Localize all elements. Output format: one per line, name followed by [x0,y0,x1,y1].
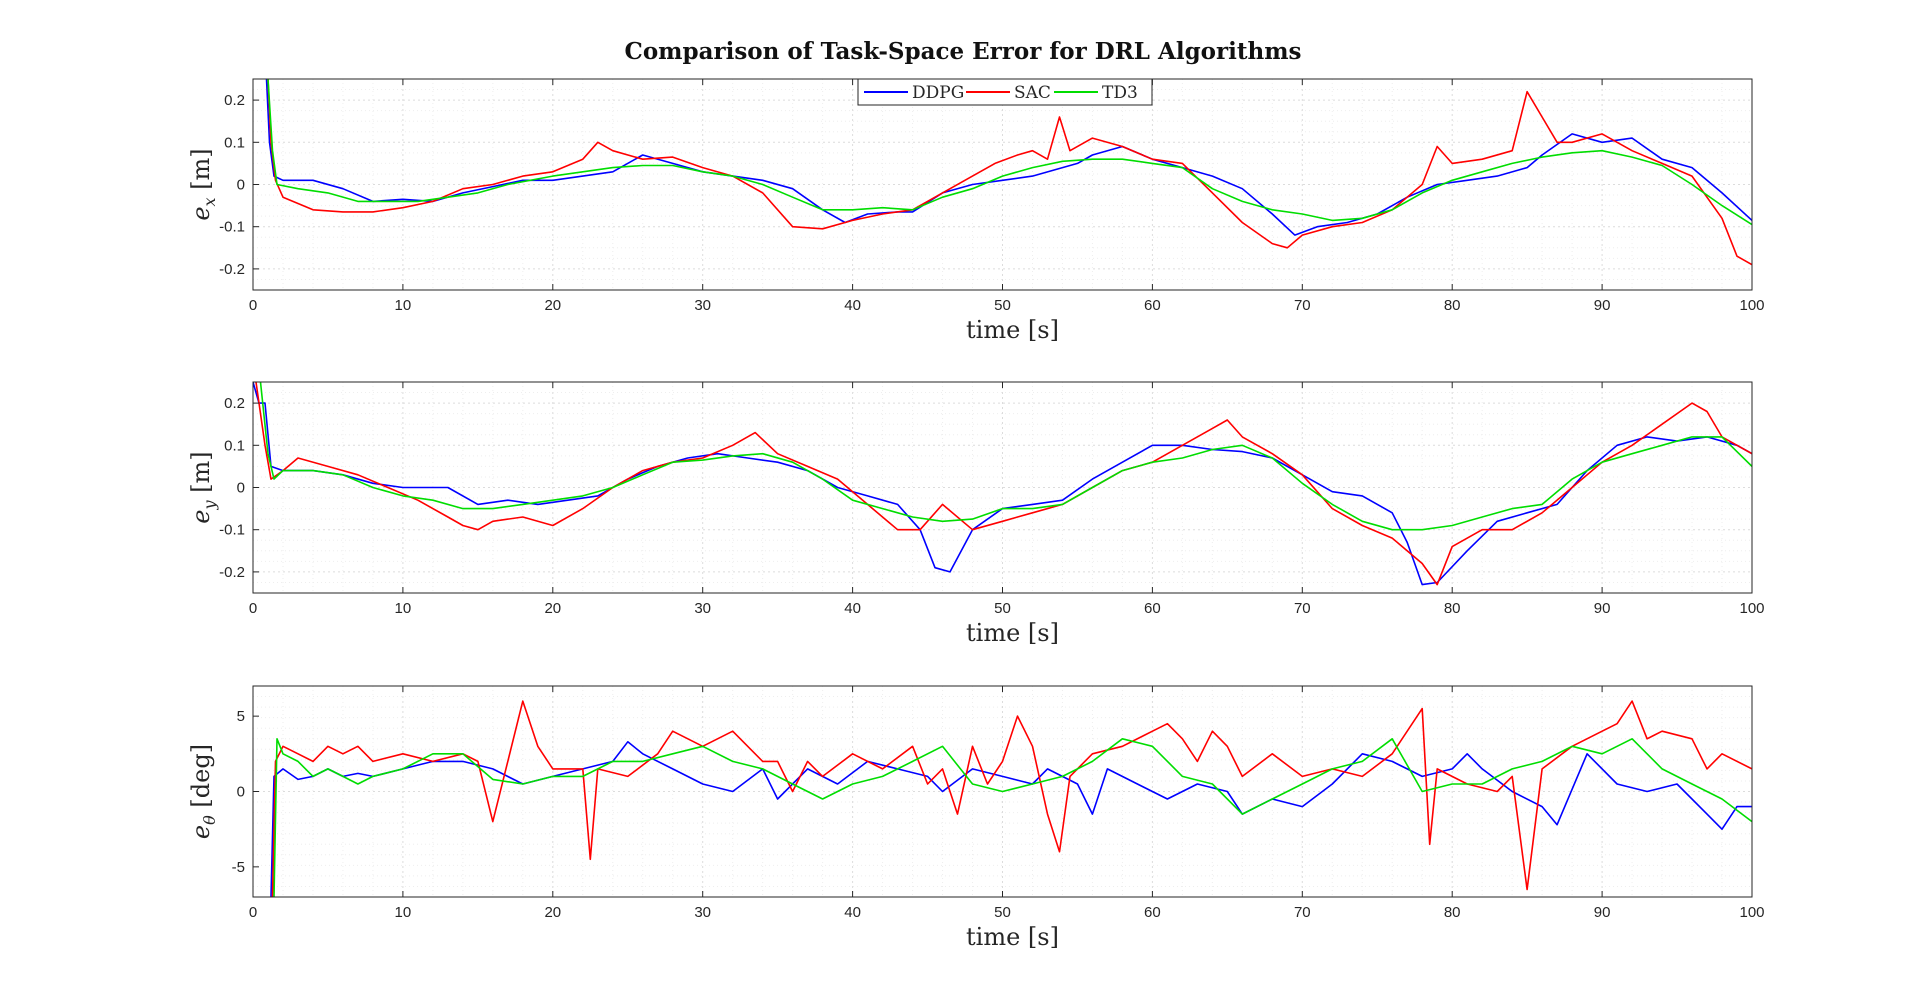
x-tick-label: 50 [994,297,1011,314]
series-line-ddpg [253,382,1752,586]
series-line-sac [267,79,1752,266]
y-axis-label: ex [m] [187,148,219,220]
y-tick-label: 0.1 [224,134,245,151]
legend-label-sac: SAC [1014,83,1051,103]
x-tick-label: 10 [395,904,412,921]
y-tick-label: 5 [237,708,245,725]
x-tick-label: 40 [844,297,861,314]
x-tick-label: 90 [1594,600,1611,617]
y-axis-label-subscript: y [200,499,219,510]
y-axis-label-base: e [187,206,215,220]
legend-label-ddpg: DDPG [912,83,964,103]
y-tick-label: -5 [232,859,245,876]
y-tick-label: 0 [237,784,245,801]
series-line-td3 [267,79,1752,226]
series-line-sac [255,382,1752,586]
x-tick-label: 70 [1294,600,1311,617]
x-tick-label: 100 [1739,297,1764,314]
y-axis-label-unit: [m] [187,451,215,500]
x-tick-label: 70 [1294,297,1311,314]
panel-3: 0 10 20 30 40 50 60 70 80 90 100 -5 0 5 time [s] eθ [de… [187,685,1765,951]
x-tick-label: 20 [544,297,561,314]
x-tick-label: 100 [1739,600,1764,617]
x-tick-label: 70 [1294,904,1311,921]
x-axis-label: time [s] [966,619,1059,647]
x-tick-label: 80 [1444,297,1461,314]
x-tick-label: 50 [994,904,1011,921]
x-tick-label: 90 [1594,904,1611,921]
x-tick-label: 20 [544,600,561,617]
x-axis-label: time [s] [966,923,1059,951]
x-tick-label: 100 [1739,904,1764,921]
y-tick-label: 0.2 [224,92,245,109]
x-tick-label: 20 [544,904,561,921]
y-tick-label: -0.2 [219,261,245,278]
x-tick-label: 0 [249,904,257,921]
x-tick-label: 10 [395,600,412,617]
x-axis-label: time [s] [966,316,1059,344]
series-group [265,79,1752,266]
y-axis-label-base: e [187,509,215,523]
y-axis-label-unit: [deg] [187,744,215,815]
x-tick-label: 0 [249,297,257,314]
series-line-td3 [273,738,1752,897]
chart-title: Comparison of Task-Space Error for DRL A… [625,38,1302,65]
x-tick-label: 80 [1444,904,1461,921]
x-tick-label: 40 [844,600,861,617]
y-axis-label-unit: [m] [187,148,215,197]
x-tick-label: 0 [249,600,257,617]
x-tick-label: 60 [1144,904,1161,921]
y-tick-label: 0 [237,177,245,194]
y-axis-label: ey [m] [187,451,219,523]
series-group [270,700,1752,897]
series-line-sac [271,700,1752,897]
legend: DDPG SAC TD3 [857,78,1153,106]
legend-label-td3: TD3 [1102,83,1138,103]
grid [252,381,1753,594]
panel-1: 0 10 20 30 40 50 60 70 80 90 100 -0.2 -0.1 0 0.1 0.2 tim… [187,78,1765,344]
y-tick-label: -0.2 [219,564,245,581]
x-tick-label: 50 [994,600,1011,617]
series-line-ddpg [270,741,1752,897]
y-tick-label: 0.2 [224,395,245,412]
y-axis-label-base: e [187,825,215,839]
x-tick-label: 10 [395,297,412,314]
y-tick-label: -0.1 [219,219,245,236]
x-tick-label: 60 [1144,600,1161,617]
y-axis-label-subscript: x [200,197,219,206]
x-tick-label: 40 [844,904,861,921]
y-tick-label: 0.1 [224,437,245,454]
x-tick-label: 60 [1144,297,1161,314]
x-tick-label: 30 [694,600,711,617]
y-tick-label: 0 [237,480,245,497]
x-tick-label: 90 [1594,297,1611,314]
y-axis-label: eθ [deg] [187,744,219,839]
panel-2: 0 10 20 30 40 50 60 70 80 90 100 -0.2 -0.1 0 0.1 0.2 tim… [187,381,1765,647]
y-axis-label-subscript: θ [200,815,219,825]
series-line-td3 [259,382,1752,531]
x-tick-label: 80 [1444,600,1461,617]
y-tick-label: -0.1 [219,522,245,539]
chart-panels: 0 10 20 30 40 50 60 70 80 90 100-0.2-0.100.10.2tim… [187,78,1765,951]
x-tick-label: 30 [694,904,711,921]
grid [252,78,1753,291]
x-tick-label: 30 [694,297,711,314]
series-group [253,382,1752,586]
